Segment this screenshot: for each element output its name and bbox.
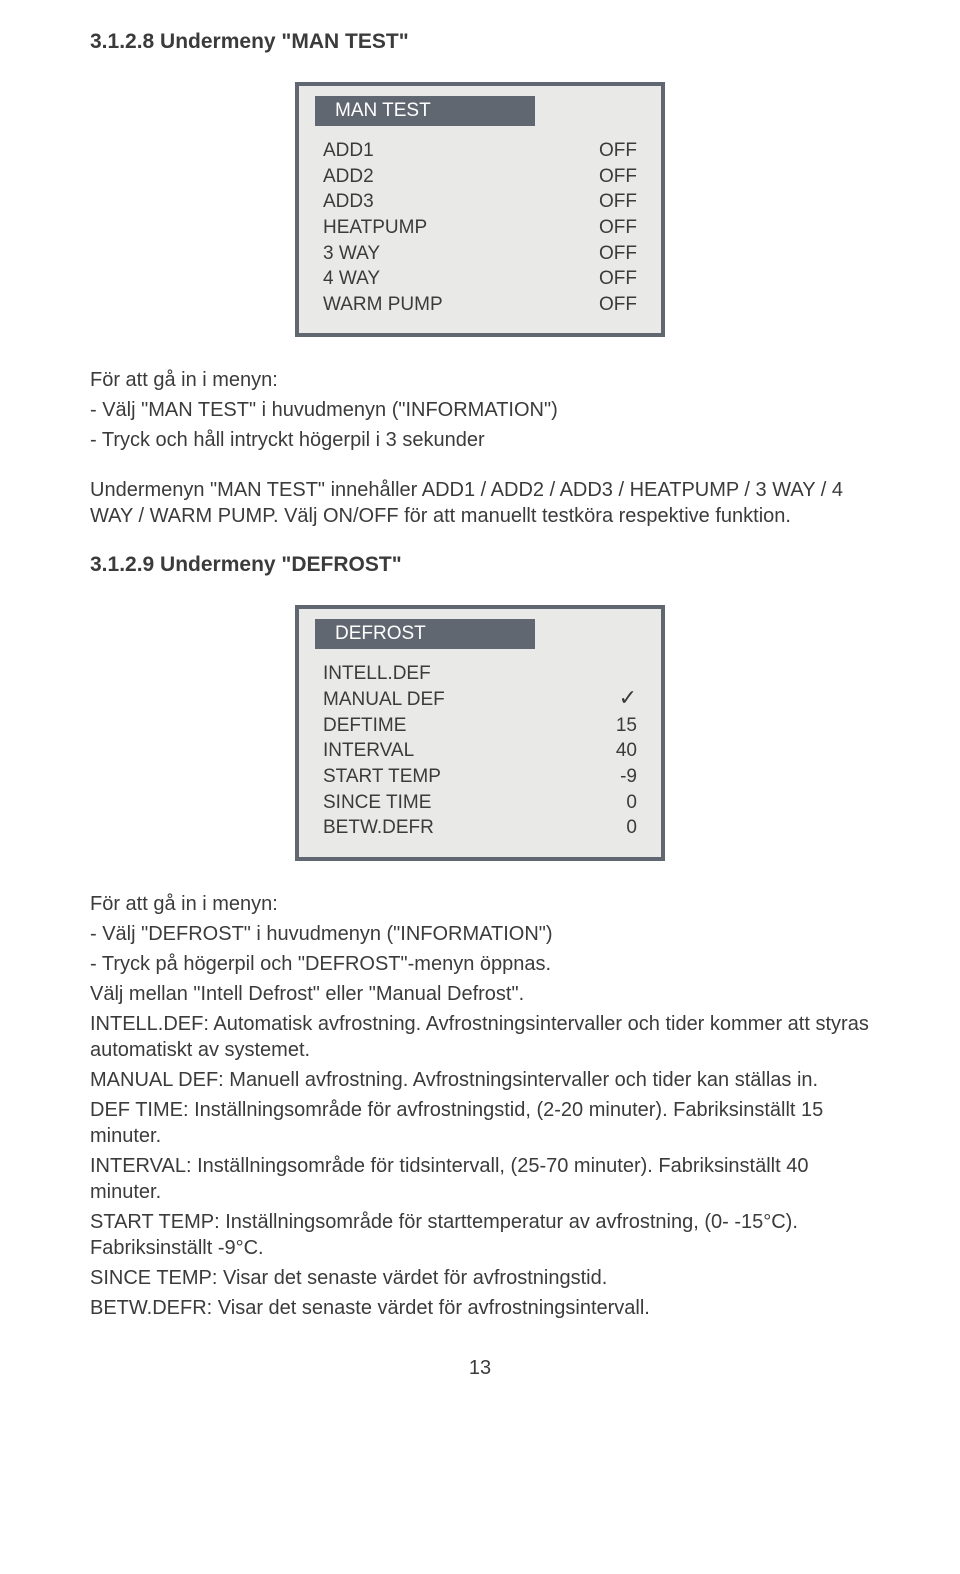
body-text: - Tryck och håll intryckt högerpil i 3 s… [90,427,870,453]
section-defrost: 3.1.2.9 Undermeny "DEFROST" DEFROST INTE… [90,553,870,1320]
row-value: -9 [577,764,637,790]
row-label: BETW.DEFR [323,815,577,841]
panel-row: HEATPUMPOFF [323,215,637,241]
section-man-test: 3.1.2.8 Undermeny "MAN TEST" MAN TEST AD… [90,30,870,529]
row-value: 0 [577,790,637,816]
panel-row: 3 WAYOFF [323,241,637,267]
row-value: OFF [577,164,637,190]
body-text: START TEMP: Inställningsområde för start… [90,1209,870,1261]
man-test-panel: MAN TEST ADD1OFFADD2OFFADD3OFFHEATPUMPOF… [295,82,665,337]
panel-row: INTELL.DEF [323,661,637,687]
body-text: BETW.DEFR: Visar det senaste värdet för … [90,1295,870,1321]
panel-title-wrap: DEFROST [315,619,645,649]
row-label: ADD2 [323,164,577,190]
panel-row: INTERVAL40 [323,738,637,764]
body-text: Välj mellan "Intell Defrost" eller "Manu… [90,981,870,1007]
row-label: INTERVAL [323,738,577,764]
row-value: OFF [577,189,637,215]
body-text: För att gå in i menyn: [90,367,870,393]
body-text: INTELL.DEF: Automatisk avfrostning. Avfr… [90,1011,870,1063]
panel-row: DEFTIME15 [323,713,637,739]
row-label: START TEMP [323,764,577,790]
row-value: 0 [577,815,637,841]
body-text: MANUAL DEF: Manuell avfrostning. Avfrost… [90,1067,870,1093]
row-value: 15 [577,713,637,739]
row-label: MANUAL DEF [323,687,577,713]
row-value [577,661,637,687]
body-text: DEF TIME: Inställningsområde för avfrost… [90,1097,870,1149]
body-text: Undermenyn "MAN TEST" innehåller ADD1 / … [90,477,870,529]
row-label: 3 WAY [323,241,577,267]
panel-row: START TEMP-9 [323,764,637,790]
row-value: OFF [577,266,637,292]
row-label: INTELL.DEF [323,661,577,687]
check-icon: ✓ [619,685,637,710]
row-label: SINCE TIME [323,790,577,816]
row-value: 40 [577,738,637,764]
panel-row: SINCE TIME0 [323,790,637,816]
row-value: OFF [577,241,637,267]
panel-row: BETW.DEFR0 [323,815,637,841]
panel-title-wrap: MAN TEST [315,96,645,126]
defrost-panel: DEFROST INTELL.DEFMANUAL DEF ✓ DEFTIME15IN… [295,605,665,860]
panel-row: 4 WAYOFF [323,266,637,292]
body-text: För att gå in i menyn: [90,891,870,917]
row-value: OFF [577,292,637,318]
section-heading: 3.1.2.9 Undermeny "DEFROST" [90,553,870,577]
panel-rows: ADD1OFFADD2OFFADD3OFFHEATPUMPOFF3 WAYOFF… [315,134,645,317]
body-text: INTERVAL: Inställningsområde för tidsint… [90,1153,870,1205]
panel-title: MAN TEST [315,96,535,126]
row-label: HEATPUMP [323,215,577,241]
row-label: DEFTIME [323,713,577,739]
section-heading: 3.1.2.8 Undermeny "MAN TEST" [90,30,870,54]
panel-row: ADD3OFF [323,189,637,215]
body-text: - Välj "DEFROST" i huvudmenyn ("INFORMAT… [90,921,870,947]
panel-row: WARM PUMPOFF [323,292,637,318]
body-block-1b: Undermenyn "MAN TEST" innehåller ADD1 / … [90,477,870,529]
row-label: ADD1 [323,138,577,164]
panel-row: MANUAL DEF ✓ [323,687,637,713]
body-text: - Välj "MAN TEST" i huvudmenyn ("INFORMA… [90,397,870,423]
row-label: ADD3 [323,189,577,215]
panel-title: DEFROST [315,619,535,649]
row-value: ✓ [577,687,637,713]
row-label: WARM PUMP [323,292,577,318]
row-value: OFF [577,138,637,164]
body-block-1: För att gå in i menyn: - Välj "MAN TEST" … [90,367,870,453]
row-value: OFF [577,215,637,241]
panel-row: ADD2OFF [323,164,637,190]
body-text: SINCE TEMP: Visar det senaste värdet för… [90,1265,870,1291]
page-number: 13 [90,1357,870,1380]
panel-rows: INTELL.DEFMANUAL DEF ✓ DEFTIME15INTERVAL40… [315,657,645,840]
panel-row: ADD1OFF [323,138,637,164]
row-label: 4 WAY [323,266,577,292]
body-block-2: För att gå in i menyn: - Välj "DEFROST" i… [90,891,870,1321]
body-text: - Tryck på högerpil och "DEFROST"-menyn … [90,951,870,977]
